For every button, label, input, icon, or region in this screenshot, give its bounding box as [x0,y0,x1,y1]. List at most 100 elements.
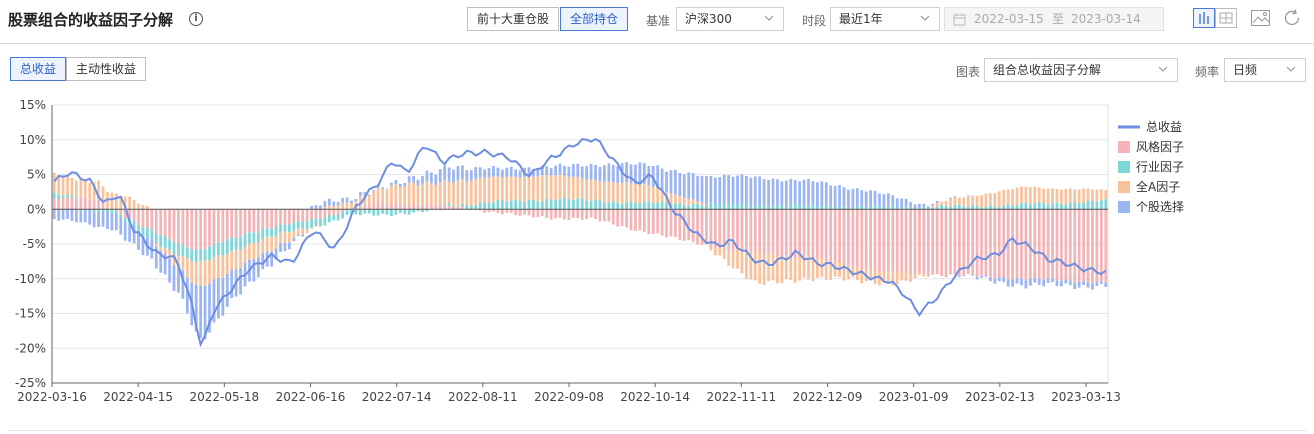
tab-top10-holdings[interactable]: 前十大重仓股 [467,7,560,31]
bar-allA [452,182,455,206]
bar-stock [634,164,637,185]
bar-stock [682,174,686,199]
bar-chart-icon[interactable] [1193,7,1215,29]
bar-style [509,209,513,213]
bar-industry [1024,202,1028,210]
bar-allA [909,273,912,282]
date-end[interactable]: 2023-03-14 [1071,12,1141,26]
bar-allA [310,227,313,229]
bar-industry [163,235,167,249]
bar-style [820,209,824,259]
bar-stock [70,209,74,221]
period-label: 时段 [802,14,827,28]
table-icon[interactable] [1215,7,1237,29]
bar-style [922,209,926,275]
bar-style [283,209,287,225]
bar-style [1033,209,1037,278]
bar-allA [429,183,433,205]
tab-total-return[interactable]: 总收益 [10,57,67,81]
bar-stock [736,175,739,205]
bar-stock [767,180,770,208]
bar-stock [580,166,584,179]
bar-style [123,209,127,218]
bar-stock [798,181,802,206]
bar-allA [727,249,731,266]
date-start[interactable]: 2022-03-15 [974,12,1044,26]
bar-style [403,205,407,210]
bar-industry [159,235,163,248]
bar-style [500,209,504,215]
bar-style [749,209,753,252]
bar-industry [784,206,788,210]
bar-stock [163,253,167,275]
bar-style [855,209,859,268]
bar-style [483,209,486,213]
bar-industry [1060,204,1063,210]
bar-stock [660,168,664,190]
bar-industry [540,201,544,210]
bar-style [549,209,553,220]
bar-industry [594,199,597,210]
bar-stock [110,213,114,231]
legend-swatch-style [1118,141,1130,153]
bar-allA [305,229,309,234]
bar-industry [194,249,198,263]
bar-allA [527,176,531,201]
legend-label: 全A因子 [1136,179,1180,194]
bar-stock [199,285,203,339]
bar-allA [132,199,136,210]
bar-industry [523,201,526,210]
bar-style [931,209,935,275]
bar-industry [1051,203,1054,210]
bar-style [1006,209,1010,280]
bar-industry [802,205,806,210]
bar-stock [997,277,1001,282]
bar-allA [784,255,788,280]
bar-stock [509,166,513,177]
info-icon[interactable]: i [189,12,203,26]
bar-style [891,209,895,273]
bar-industry [110,209,114,214]
bar-industry [949,206,952,210]
date-range-picker[interactable]: 2022-03-15 至 2023-03-14 [944,7,1164,31]
bar-style [212,209,216,244]
bar-industry [638,203,642,210]
benchmark-select[interactable]: 沪深300 [676,7,784,31]
tab-all-holdings[interactable]: 全部持仓 [560,7,629,31]
bar-style [1068,209,1072,281]
period-select[interactable]: 最近1年 [830,7,940,31]
chart-type-select[interactable]: 组合总收益因子分解 [984,58,1178,82]
tab-active-return[interactable]: 主动性收益 [66,57,147,81]
bar-style [971,209,975,276]
bar-style [1051,209,1054,279]
bar-stock [474,167,478,179]
bar-stock [310,206,313,210]
bar-industry [270,228,274,237]
bar-allA [722,247,726,259]
bar-style [172,209,176,243]
bar-style [79,197,83,210]
bar-industry [225,239,229,255]
bar-industry [447,203,451,206]
bar-style [767,209,770,254]
period-value: 最近1年 [839,12,883,26]
bar-stock [722,174,726,204]
frequency-select[interactable]: 日频 [1224,58,1306,82]
bar-allA [607,181,611,203]
bar-style [185,209,189,248]
bar-style [119,209,123,215]
bar-stock [558,163,562,175]
bar-stock [137,230,140,250]
refresh-icon[interactable] [1281,7,1303,29]
image-icon[interactable] [1250,7,1272,29]
bar-allA [816,258,819,278]
bar-allA [811,258,815,282]
bar-industry [469,205,473,210]
bar-stock [261,252,265,270]
bar-style [824,209,828,261]
bar-stock [416,179,420,186]
frequency-label: 频率 [1195,65,1220,79]
bar-industry [279,224,282,233]
y-tick-label: 10% [19,133,46,147]
bar-allA [882,271,886,283]
